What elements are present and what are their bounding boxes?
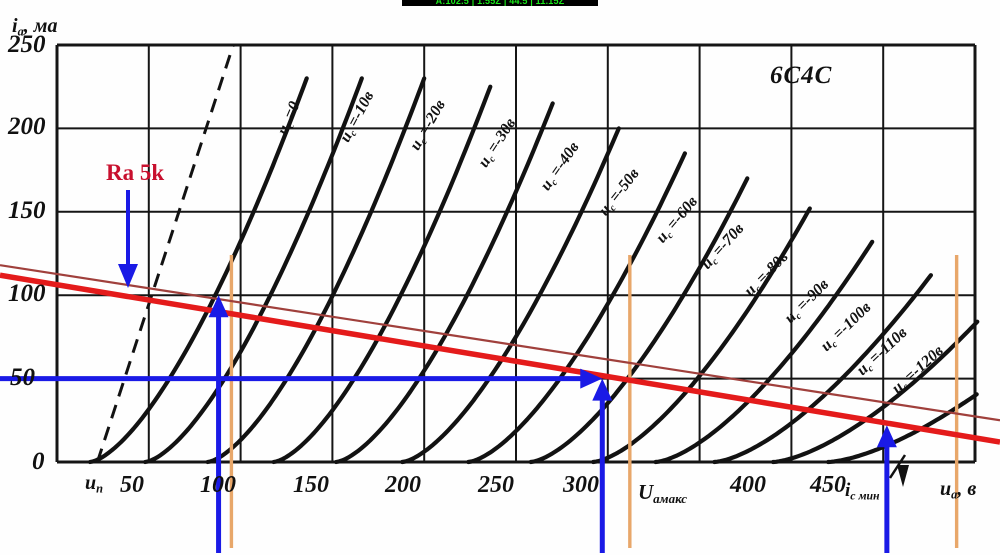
y-tick-100: 100 (8, 280, 46, 308)
x-label-icmin: iс мин (845, 480, 880, 503)
tube-type-label: 6С4С (770, 62, 833, 89)
x-tick-400: 400 (730, 472, 766, 498)
x-tick-150: 150 (293, 472, 329, 498)
x-tick-300: 300 (563, 472, 599, 498)
curve-layer (87, 44, 980, 465)
x-origin-label: uп (85, 472, 104, 496)
x-tick-450: 450 (810, 472, 846, 498)
load-resistor-annotation: Ra 5k (106, 160, 165, 185)
x-label-uamax: Uамакс (638, 480, 687, 506)
grid-layer (55, 43, 977, 464)
y-tick-50: 50 (10, 363, 35, 391)
x-tick-50: 50 (120, 472, 144, 498)
y-tick-0: 0 (32, 448, 45, 475)
y-axis-title: ia, мa (12, 15, 58, 39)
load-line-layer (0, 264, 1000, 445)
x-tick-250: 250 (478, 472, 514, 498)
status-bar: A:102.5 | 1.55Z | 44.5 | 11.15Z (402, 0, 598, 6)
x-tick-100: 100 (200, 472, 236, 498)
arrow-layer (0, 190, 909, 553)
x-axis-title: ua, в (940, 478, 977, 502)
y-tick-250: 250 (8, 31, 46, 58)
marker-layer (229, 255, 959, 548)
y-tick-200: 200 (8, 113, 46, 141)
x-tick-200: 200 (385, 472, 421, 498)
y-tick-150: 150 (8, 196, 46, 224)
